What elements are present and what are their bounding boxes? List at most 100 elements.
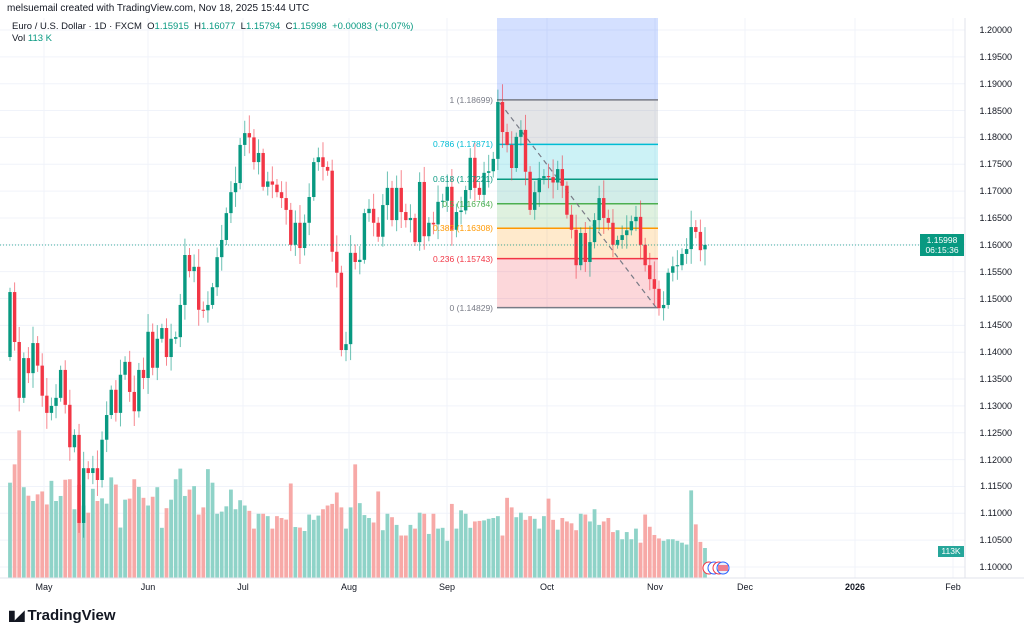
fib-zone-fill bbox=[497, 203, 658, 229]
candle-up bbox=[417, 181, 422, 243]
volume-bar bbox=[431, 513, 436, 578]
fib-price: (1.18699) bbox=[454, 94, 493, 105]
candle-up bbox=[620, 235, 624, 240]
volume-bar bbox=[113, 484, 118, 578]
volume-bar bbox=[67, 479, 72, 578]
volume-bar bbox=[307, 514, 312, 578]
volume-bar bbox=[293, 527, 298, 578]
candle-down bbox=[335, 251, 339, 273]
candle-up bbox=[689, 227, 693, 250]
candle-up bbox=[486, 171, 491, 173]
volume-bar bbox=[449, 503, 454, 578]
last-price: 1.15998 bbox=[926, 235, 958, 245]
volume-bar bbox=[408, 524, 413, 578]
candle-up bbox=[215, 257, 219, 288]
volume-bar bbox=[233, 509, 238, 578]
volume-bar bbox=[661, 540, 666, 578]
volume-bar bbox=[238, 500, 243, 578]
volume-bar bbox=[311, 519, 316, 578]
volume-bar bbox=[463, 513, 468, 578]
candle-up bbox=[514, 136, 518, 169]
candle-down bbox=[150, 331, 155, 368]
candle-up bbox=[123, 361, 127, 375]
candle-up bbox=[436, 201, 440, 225]
volume-bar bbox=[385, 513, 390, 578]
candle-up bbox=[615, 239, 620, 245]
volume-bar bbox=[592, 509, 597, 578]
fib-ratio: 0.5 bbox=[442, 198, 455, 209]
candle-down bbox=[698, 231, 703, 251]
volume-bar bbox=[357, 503, 362, 578]
candle-down bbox=[26, 358, 31, 374]
candle-down bbox=[339, 272, 344, 351]
candle-up bbox=[671, 266, 675, 273]
candle-up bbox=[666, 272, 670, 305]
fib-zone-fill bbox=[497, 144, 658, 180]
volume-bar bbox=[219, 511, 224, 578]
volume-bar bbox=[136, 486, 141, 578]
fib-price: (1.17871) bbox=[454, 139, 493, 150]
candle-up bbox=[427, 222, 431, 237]
volume-bar bbox=[426, 533, 431, 578]
candle-down bbox=[63, 369, 67, 405]
candle-up bbox=[224, 213, 229, 240]
candle-down bbox=[505, 132, 509, 145]
volume-bar bbox=[666, 539, 671, 578]
candle-up bbox=[537, 178, 542, 193]
candle-up bbox=[293, 222, 298, 245]
candle-down bbox=[390, 187, 394, 221]
fib-level-label: 0.618 (1.17221) bbox=[433, 174, 493, 184]
volume-bar bbox=[224, 506, 229, 578]
volume-bar bbox=[12, 464, 17, 578]
fib-level-label: 0.5 (1.16764) bbox=[442, 199, 493, 209]
price-tick: 1.19000 bbox=[979, 78, 1012, 89]
candle-up bbox=[109, 389, 113, 416]
candle-down bbox=[477, 187, 482, 195]
time-tick: Dec bbox=[736, 582, 754, 592]
price-tick: 1.13500 bbox=[979, 374, 1012, 385]
volume-bar bbox=[81, 505, 86, 578]
price-tick: 1.12500 bbox=[979, 427, 1012, 438]
volume-bar bbox=[495, 516, 500, 578]
candle-up bbox=[629, 221, 634, 231]
candle-down bbox=[45, 395, 49, 413]
volume-bar bbox=[459, 510, 463, 578]
candle-up bbox=[634, 216, 638, 222]
volume-bar bbox=[90, 488, 95, 578]
candle-up bbox=[362, 213, 367, 260]
volume-bar bbox=[362, 515, 367, 578]
brand-name: TradingView bbox=[27, 607, 116, 624]
change-value: +0.00083 (+0.07%) bbox=[332, 21, 414, 32]
volume-bar bbox=[178, 468, 183, 578]
candle-up bbox=[408, 217, 413, 221]
fib-price: (1.17221) bbox=[454, 174, 493, 185]
candle-up bbox=[178, 304, 182, 338]
candle-down bbox=[560, 169, 565, 186]
fibonacci-retracement[interactable] bbox=[497, 18, 659, 311]
volume-label: Vol bbox=[12, 33, 26, 44]
volume-bar bbox=[578, 513, 583, 578]
candle-up bbox=[256, 152, 261, 163]
volume-bar bbox=[173, 479, 178, 578]
volume-bar bbox=[196, 514, 201, 578]
candle-up bbox=[81, 468, 86, 523]
volume-bar bbox=[21, 487, 26, 578]
candle-down bbox=[127, 361, 132, 392]
volume-bar bbox=[187, 489, 192, 578]
candle-up bbox=[243, 133, 247, 145]
volume-value: 113 K bbox=[27, 33, 52, 44]
event-flags[interactable] bbox=[702, 561, 730, 575]
price-tick: 1.17500 bbox=[979, 159, 1012, 170]
price-tick: 1.11500 bbox=[980, 481, 1012, 492]
candle-up bbox=[155, 338, 159, 368]
tradingview-logo[interactable]: ▮◢ TradingView bbox=[8, 607, 116, 624]
volume-bar bbox=[155, 487, 160, 578]
volume-bar bbox=[86, 512, 91, 578]
close-value: 1.15998 bbox=[292, 21, 327, 32]
symbol-name[interactable]: Euro / U.S. Dollar · 1D · FXCM bbox=[12, 21, 142, 32]
volume-bar bbox=[436, 528, 440, 578]
candle-up bbox=[348, 252, 353, 345]
price-tick: 1.18000 bbox=[979, 132, 1012, 143]
candle-up bbox=[394, 187, 399, 221]
